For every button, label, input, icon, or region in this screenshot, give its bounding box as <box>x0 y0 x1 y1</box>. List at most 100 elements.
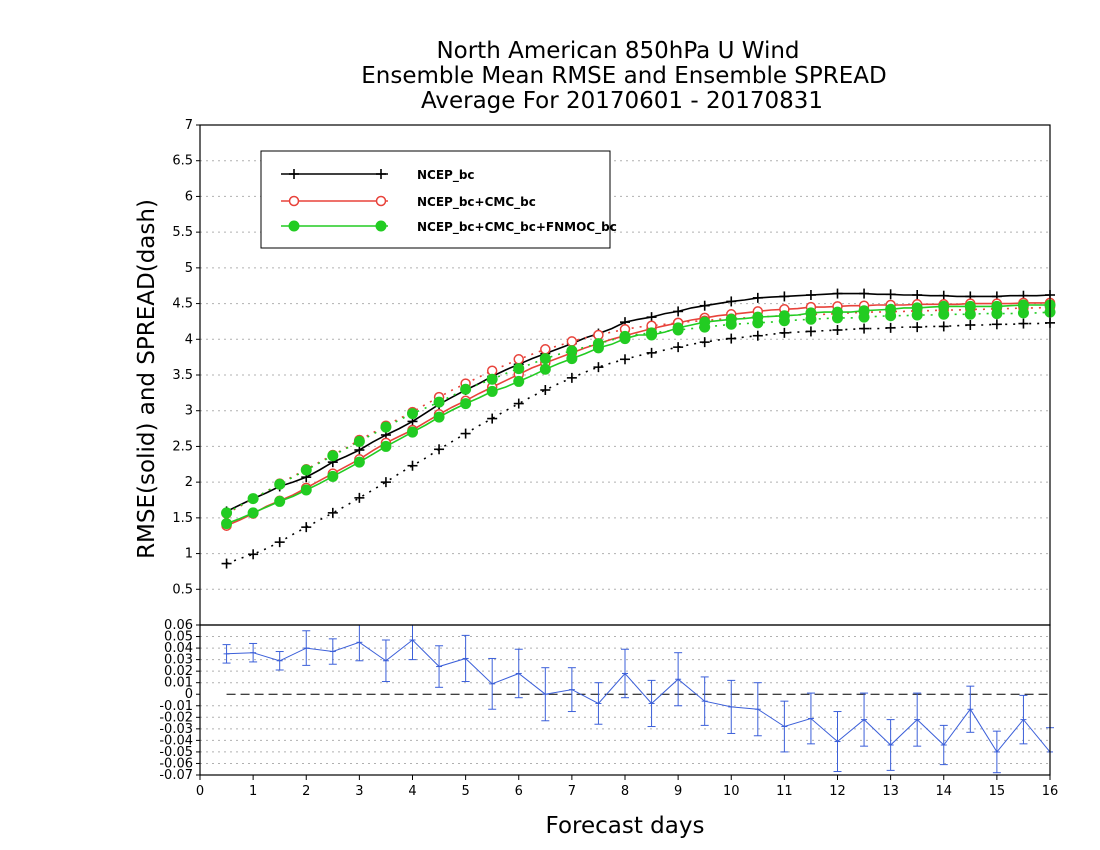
error-bar <box>514 648 523 699</box>
y-tick-label: 0.02 <box>164 664 193 679</box>
filled-circle-marker <box>539 353 551 365</box>
y-tick-label: 0.06 <box>164 618 193 633</box>
plus-marker <box>726 333 737 344</box>
filled-circle-marker <box>646 327 658 339</box>
plus-marker <box>566 372 577 383</box>
filled-circle-marker <box>288 220 300 232</box>
open-circle-marker <box>288 195 300 207</box>
y-axis-title: RMSE(solid) and SPREAD(dash) <box>134 199 160 559</box>
filled-circle-marker <box>539 363 551 375</box>
error-bar <box>700 676 709 726</box>
chart-title-line-3: Average For 20170601 - 20170831 <box>421 88 823 114</box>
plus-marker <box>885 322 896 333</box>
error-bar <box>886 719 895 771</box>
y-tick-label: 2 <box>185 475 193 490</box>
filled-circle-marker <box>1017 307 1029 319</box>
y-tick-label: 0 <box>185 687 193 702</box>
filled-circle-marker <box>460 398 472 410</box>
error-bar <box>567 667 576 713</box>
x-tick-label: 11 <box>776 784 793 799</box>
error-bar <box>461 634 470 683</box>
legend-label-ncep: NCEP_bc <box>417 168 475 183</box>
y-tick-label: 5 <box>185 261 193 276</box>
y-tick-label: 4 <box>185 332 193 347</box>
error-bar <box>222 644 231 664</box>
filled-circle-marker <box>699 321 711 333</box>
y-tick-label: -0.02 <box>159 710 193 725</box>
open-circle-marker <box>375 195 387 207</box>
filled-circle-marker <box>221 518 233 530</box>
series-line <box>226 311 1051 514</box>
y-tick-label: 6.5 <box>172 154 193 169</box>
filled-circle-marker <box>375 220 387 232</box>
plus-marker <box>380 477 391 488</box>
plus-marker <box>912 290 923 300</box>
x-tick-label: 5 <box>461 784 469 799</box>
plus-marker <box>673 342 684 353</box>
y-tick-label: 0.04 <box>164 641 193 656</box>
x-axis-title: Forecast days <box>546 813 705 839</box>
error-bar <box>621 648 629 699</box>
plus-marker <box>699 337 710 348</box>
plus-marker <box>620 354 630 365</box>
filled-circle-marker <box>353 456 365 468</box>
filled-circle-marker <box>353 435 365 447</box>
filled-circle-marker <box>566 345 578 357</box>
error-bar <box>727 679 736 734</box>
y-tick-label: -0.04 <box>159 733 193 748</box>
plus-marker <box>434 444 445 455</box>
y-tick-label: 0.05 <box>164 630 193 645</box>
top-y-axis: 0.5 1 1.5 2 2.5 3 3.5 4 4.5 5 5.5 6 6.5 7 <box>172 118 200 597</box>
error-bar <box>435 645 444 688</box>
error-bar <box>408 625 417 661</box>
filled-circle-marker <box>274 478 286 490</box>
y-tick-label: 1 <box>185 547 193 562</box>
error-bar <box>780 700 789 753</box>
series-line <box>226 304 1050 525</box>
error-bar <box>674 652 683 707</box>
top-panel-series <box>221 288 1056 569</box>
plus-marker <box>752 330 763 341</box>
chart-title-line-2: Ensemble Mean RMSE and Ensemble SPREAD <box>361 63 886 89</box>
error-bar <box>594 682 603 725</box>
bottom-panel-frame <box>199 624 1051 776</box>
error-bar <box>966 685 975 733</box>
plus-marker <box>832 325 843 335</box>
error-bar <box>860 692 869 747</box>
filled-circle-marker <box>513 375 525 387</box>
plus-marker <box>248 549 259 560</box>
error-bar <box>647 679 656 728</box>
plus-marker <box>513 398 524 409</box>
plus-marker <box>376 169 386 179</box>
error-bar <box>1019 694 1028 745</box>
plus-marker <box>805 290 816 300</box>
filled-circle-marker <box>911 309 923 321</box>
difference-line <box>226 639 1051 753</box>
x-tick-label: 4 <box>408 784 416 799</box>
y-tick-label: -0.01 <box>159 699 193 714</box>
plus-marker <box>912 322 923 333</box>
plus-marker <box>327 507 338 518</box>
filled-circle-marker <box>885 310 897 322</box>
x-tick-label: 7 <box>568 784 576 799</box>
legend: NCEP_bc NCEP_bc+CMC_bc NCEP_bc+CMC_bc+FN… <box>260 150 617 249</box>
y-tick-label: 3 <box>185 404 193 419</box>
plus-marker <box>699 300 710 311</box>
y-tick-label: -0.03 <box>159 722 193 737</box>
y-tick-label: 0.01 <box>164 676 193 691</box>
filled-circle-marker <box>274 495 286 507</box>
filled-circle-marker <box>433 411 445 423</box>
plus-marker <box>938 321 949 332</box>
filled-circle-marker <box>513 363 525 375</box>
filled-circle-marker <box>991 308 1003 320</box>
filled-circle-marker <box>858 311 870 323</box>
y-tick-label: 3.5 <box>172 368 193 383</box>
filled-circle-marker <box>433 396 445 408</box>
error-bar <box>249 642 258 663</box>
filled-circle-marker <box>486 385 498 397</box>
x-tick-label: 8 <box>621 784 629 799</box>
filled-circle-marker <box>805 313 817 325</box>
x-axis: 0 1 2 3 4 5 6 7 8 9 10 11 12 13 14 15 16 <box>196 775 1058 799</box>
filled-circle-marker <box>380 440 392 452</box>
x-tick-label: 6 <box>515 784 523 799</box>
